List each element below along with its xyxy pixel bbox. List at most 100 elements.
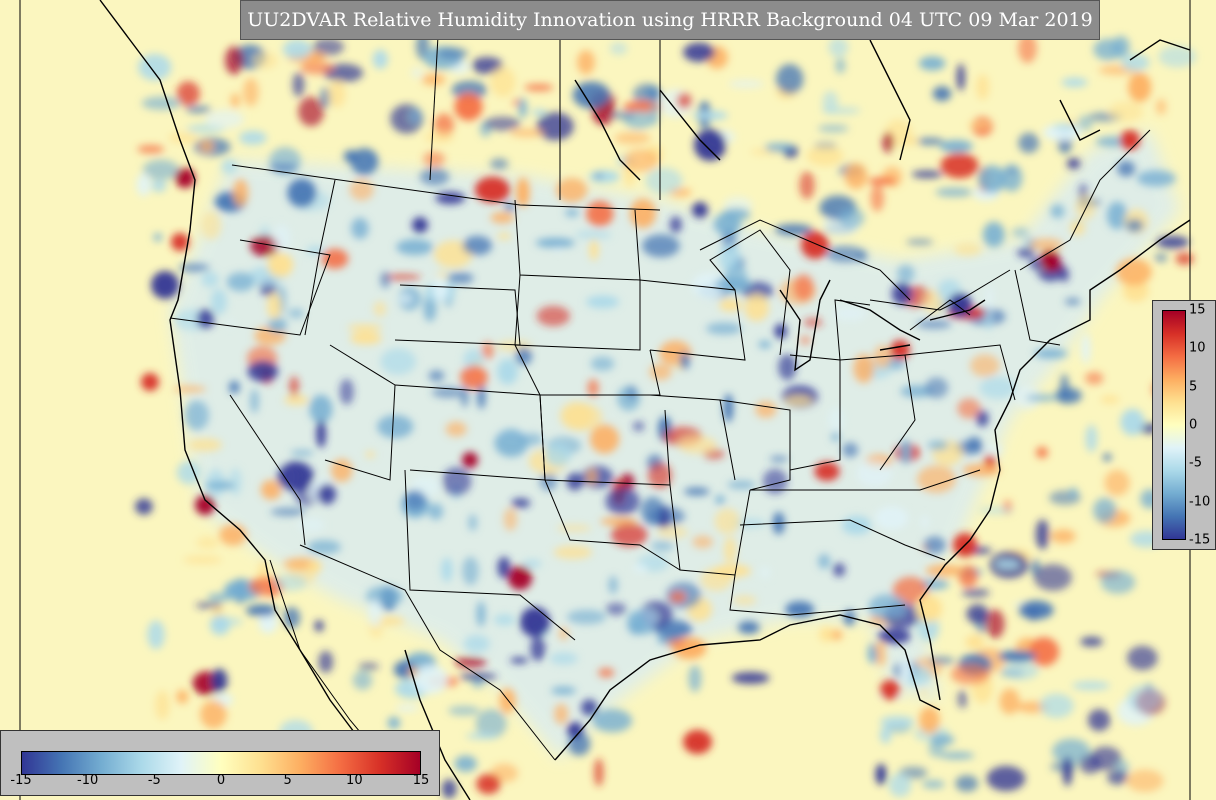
humidity-patch [1158,45,1197,68]
humidity-patch [539,472,558,491]
humidity-patch [961,588,990,598]
humidity-patch [985,609,1005,639]
humidity-patch [1136,170,1176,187]
humidity-patch [377,415,414,439]
humidity-patch [260,479,282,500]
humidity-patch [171,233,189,251]
humidity-patch [799,335,811,345]
humidity-patch [965,635,985,649]
humidity-patch [728,79,765,89]
humidity-patch [309,394,333,424]
humidity-patch [317,483,337,505]
humidity-patch [1018,33,1037,64]
humidity-patch [288,308,304,319]
humidity-patch [196,309,215,329]
humidity-patch [405,489,426,511]
humidity-patch [300,61,335,75]
humidity-patch [558,627,569,641]
humidity-patch [927,440,949,451]
humidity-patch [351,217,369,240]
humidity-patch [229,380,240,394]
humidity-patch [350,332,382,345]
humidity-patch [184,400,209,431]
humidity-patch [932,86,952,102]
humidity-patch [817,124,849,133]
humidity-patch [1156,235,1190,249]
humidity-patch [828,37,849,58]
humidity-patch [173,385,207,393]
humidity-patch [155,690,170,720]
humidity-patch [273,574,308,591]
humidity-patch [1080,636,1103,647]
humidity-patch [1033,564,1072,591]
humidity-patch [572,81,611,109]
humidity-patch [1060,373,1069,404]
humidity-patch [879,715,915,728]
humidity-patch [650,540,674,552]
humidity-patch [314,620,324,632]
humidity-patch [290,449,314,457]
humidity-patch [365,451,376,458]
humidity-patch [284,394,309,406]
humidity-patch [1072,681,1110,691]
humidity-patch [930,734,955,746]
humidity-patch [373,301,387,317]
humidity-patch [516,177,530,207]
humidity-patch [1093,497,1117,523]
humidity-patch [535,237,575,248]
humidity-patch [986,765,1026,792]
humidity-patch [665,639,686,647]
humidity-patch [183,555,223,564]
humidity-patch [428,370,445,382]
humidity-patch [551,686,577,695]
humidity-patch [611,523,648,547]
humidity-patch [481,341,494,360]
humidity-patch [380,271,391,289]
humidity-patch [176,689,189,704]
humidity-patch [242,77,259,107]
humidity-patch [1100,570,1136,594]
humidity-patch [1154,253,1168,263]
humidity-patch [620,473,635,491]
humidity-patch [292,72,305,97]
humidity-patch [536,112,574,141]
humidity-patch [204,481,236,490]
humidity-patch [1089,746,1122,771]
humidity-patch [594,758,604,787]
humidity-patch [842,442,859,458]
humidity-patch [856,250,868,263]
humidity-patch [229,468,242,496]
humidity-patch [435,191,466,205]
humidity-patch [556,178,588,203]
humidity-patch [605,602,627,616]
humidity-patch [627,385,637,401]
humidity-patch [587,379,599,397]
humidity-patch [793,274,814,301]
humidity-patch [577,50,595,75]
humidity-patch [451,80,487,100]
humidity-patch [715,495,725,505]
humidity-patch [412,217,428,233]
humidity-patch [923,536,946,554]
humidity-patch [372,49,388,69]
humidity-patch [321,248,349,269]
humidity-patch [676,92,692,109]
humidity-patch [195,601,223,609]
humidity-patch [649,363,672,381]
humidity-patch [282,39,312,60]
humidity-patch [448,705,480,716]
humidity-patch [267,252,294,278]
humidity-patch [1126,218,1144,233]
humidity-patch [352,670,373,690]
humidity-patch [755,401,777,418]
humidity-patch [1085,424,1098,453]
humidity-patch [727,480,756,489]
humidity-patch [647,462,673,489]
humidity-patch [307,560,322,573]
humidity-patch [954,243,982,257]
humidity-patch [387,716,401,730]
horizontal-colorbar-tick: 10 [346,773,363,788]
humidity-patch [441,557,453,583]
humidity-patch [135,498,153,515]
